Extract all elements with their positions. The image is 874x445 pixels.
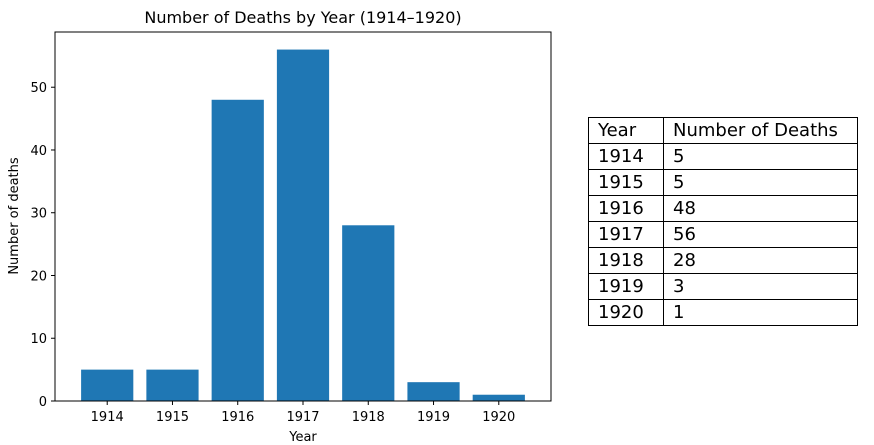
table-cell-deaths: 48 — [663, 195, 858, 222]
chart-title: Number of Deaths by Year (1914–1920) — [144, 8, 461, 27]
table-cell-year: 1914 — [588, 143, 664, 170]
table-cell-year: 1920 — [588, 299, 664, 326]
table-row: 1919 3 — [588, 273, 858, 300]
table-cell-year: 1919 — [588, 273, 664, 300]
table-row: 1918 28 — [588, 247, 858, 274]
x-axis-label: Year — [288, 430, 317, 445]
table-header-deaths: Number of Deaths — [663, 117, 858, 144]
table-cell-year: 1916 — [588, 195, 664, 222]
y-axis-ticks: 0 10 20 30 40 50 — [30, 81, 55, 410]
table-cell-year: 1915 — [588, 169, 664, 196]
bar-1920 — [472, 394, 525, 401]
table-row: 1915 5 — [588, 169, 858, 196]
x-tick-label: 1920 — [482, 410, 515, 425]
table-cell-year: 1918 — [588, 247, 664, 274]
bar-1914 — [81, 369, 134, 401]
table-cell-deaths: 5 — [663, 169, 858, 196]
x-tick-label: 1914 — [91, 410, 124, 425]
y-tick-label: 50 — [30, 81, 47, 96]
table-row: 1920 1 — [588, 299, 858, 326]
y-tick-label: 10 — [30, 332, 47, 347]
table-cell-deaths: 56 — [663, 221, 858, 248]
table-cell-deaths: 28 — [663, 247, 858, 274]
bar-1919 — [407, 382, 460, 401]
table-header-row: Year Number of Deaths — [588, 117, 858, 144]
x-axis-ticks: 1914 1915 1916 1917 1918 1919 1920 — [91, 401, 515, 425]
table-cell-year: 1917 — [588, 221, 664, 248]
x-tick-label: 1918 — [352, 410, 385, 425]
bar-1916 — [211, 99, 264, 401]
table-row: 1917 56 — [588, 221, 858, 248]
x-tick-label: 1916 — [221, 410, 254, 425]
table-header-year: Year — [588, 117, 664, 144]
x-tick-label: 1919 — [417, 410, 450, 425]
bar-1918 — [342, 225, 395, 401]
table-row: 1916 48 — [588, 195, 858, 222]
bars-group — [81, 49, 525, 401]
x-tick-label: 1915 — [156, 410, 189, 425]
bar-chart: Number of Deaths by Year (1914–1920) 191… — [7, 8, 552, 445]
table-row: 1914 5 — [588, 143, 858, 170]
table-cell-deaths: 5 — [663, 143, 858, 170]
y-tick-label: 20 — [30, 269, 47, 284]
y-tick-label: 30 — [30, 207, 47, 222]
data-table: Year Number of Deaths 1914 5 1915 5 1916… — [588, 117, 858, 326]
bar-1915 — [146, 369, 199, 401]
y-tick-label: 40 — [30, 144, 47, 159]
table-cell-deaths: 1 — [663, 299, 858, 326]
x-tick-label: 1917 — [286, 410, 319, 425]
table-cell-deaths: 3 — [663, 273, 858, 300]
y-tick-label: 0 — [39, 395, 47, 410]
y-axis-label: Number of deaths — [7, 157, 22, 275]
bar-1917 — [276, 49, 330, 401]
